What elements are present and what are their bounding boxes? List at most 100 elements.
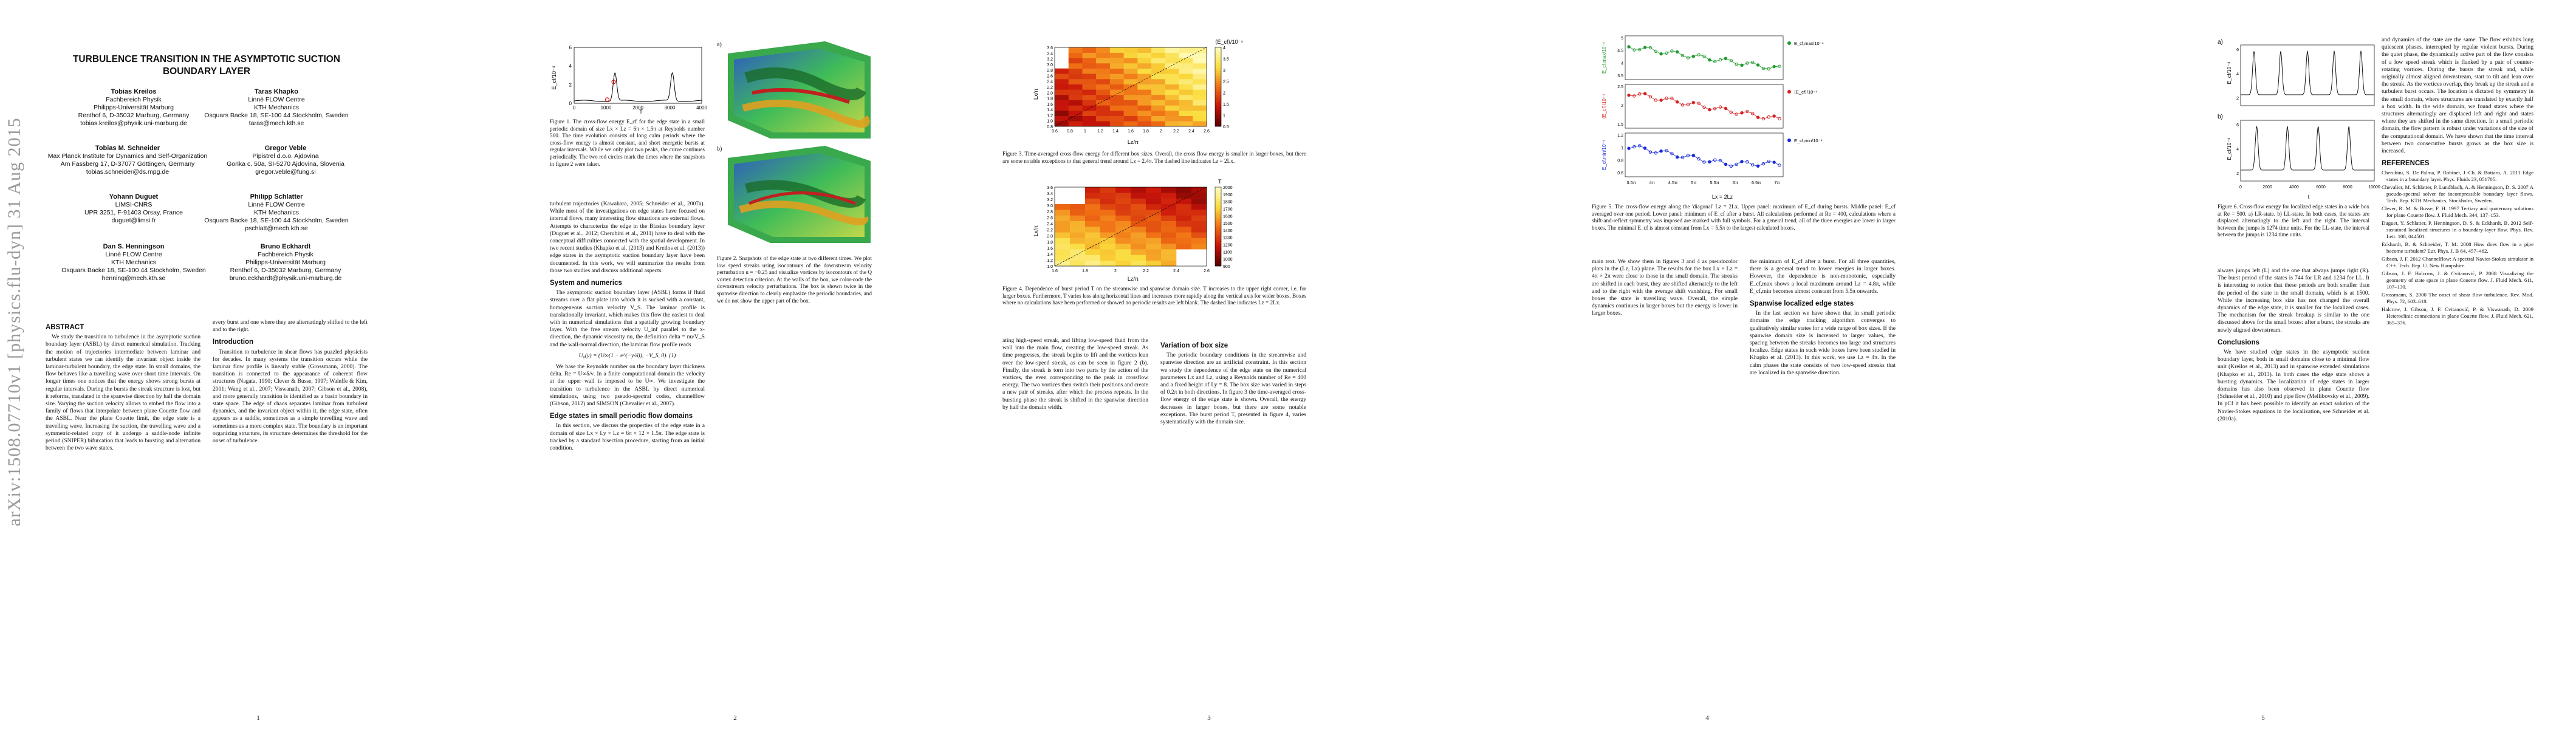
fig3-cell — [1193, 84, 1207, 90]
fig3-cell — [1082, 105, 1097, 111]
fig3-cell — [1096, 89, 1111, 95]
fig3-cell — [1082, 63, 1097, 69]
conclusions-heading: Conclusions — [2218, 338, 2260, 346]
fig4-cbar-step — [1215, 256, 1221, 259]
fig3-cell — [1193, 47, 1207, 53]
fig3-cbar-step — [1215, 71, 1221, 74]
fig3-cbar-tick: 0.5 — [1223, 125, 1229, 129]
fig6-energy-line — [2241, 125, 2374, 171]
fig4-cbar-step — [1215, 224, 1221, 227]
fig4-cell — [1100, 198, 1116, 205]
fig3-cbar-frame — [1214, 47, 1222, 127]
fig4-cell — [1146, 221, 1162, 227]
fig5-ylabel: ⟨E_cf⟩/10⁻⁴ — [1601, 94, 1607, 119]
body-text: turbulent trajectories (Kawahara, 2005; … — [550, 200, 705, 274]
fig3-cbar-step — [1215, 47, 1221, 50]
fig5-panel-frame — [1625, 35, 1784, 80]
fig4-cell — [1161, 198, 1177, 205]
fig3-cell — [1109, 63, 1124, 69]
fig3-xtick: 1.4 — [1112, 129, 1118, 134]
fig3-ytick: 3.0 — [1047, 63, 1053, 67]
fig3-cell — [1068, 68, 1083, 74]
fig3-xtick: 1.2 — [1097, 129, 1103, 134]
fig3-cell — [1109, 68, 1124, 74]
fig4-cell — [1146, 232, 1162, 238]
fig4-cell — [1055, 227, 1070, 233]
fig3-cell — [1137, 47, 1152, 53]
paper-title: TURBULENCE TRANSITION IN THE ASYMPTOTIC … — [72, 54, 341, 77]
fig4-cbar-step — [1215, 191, 1221, 194]
fig4-cbar-tick: 1100 — [1223, 250, 1232, 255]
fig3-cbar-step — [1215, 79, 1221, 81]
fig3-cbar-tick: 2 — [1223, 91, 1225, 95]
fig5-ylabel: E_cf,min/10⁻⁴ — [1601, 139, 1607, 169]
fig4-cell — [1161, 187, 1177, 193]
fig3-cell — [1165, 100, 1179, 106]
fig3-cell — [1193, 100, 1207, 106]
fig4-cell — [1070, 255, 1086, 261]
fig4-ytick: 1.6 — [1047, 247, 1053, 251]
fig4-cell — [1176, 221, 1192, 227]
fig4-cell — [1176, 232, 1192, 238]
page-number: 1 — [256, 714, 260, 722]
fig3-cell — [1123, 74, 1138, 80]
fig3-cell — [1137, 63, 1152, 69]
fig4-cell — [1070, 227, 1086, 233]
fig5-ytick: 3.5 — [1617, 74, 1623, 78]
fig4-cbar-frame — [1214, 187, 1222, 267]
fig3-cell — [1151, 63, 1166, 69]
fig4-cbar-tick: 1000 — [1223, 258, 1233, 262]
fig4-cbar-step — [1215, 254, 1221, 257]
fig4-ytick: 3.2 — [1047, 198, 1053, 202]
fig3-cell — [1123, 121, 1138, 127]
arxiv-stamp: arXiv:1508.07710v1 [physics.flu-dyn] 31 … — [4, 117, 24, 527]
fig5-xtick: 4π — [1649, 180, 1655, 185]
figure-6-caption: Figure 6. Cross-flow energy for localize… — [2218, 204, 2369, 238]
fig3-cell — [1179, 100, 1193, 106]
fig4-xtick: 2.4 — [1173, 269, 1179, 273]
fig4-cell — [1115, 204, 1131, 210]
fig3-cell — [1123, 52, 1138, 58]
fig4-cell — [1070, 243, 1086, 250]
fig3-ytick: 2.4 — [1047, 80, 1053, 84]
fig4-cell — [1191, 221, 1207, 227]
fig4-cell — [1070, 249, 1086, 255]
fig6-ytick: 6 — [2236, 48, 2239, 52]
fig6-xtick: 6000 — [2316, 185, 2326, 190]
fig5-xtick: 6π — [1733, 180, 1738, 185]
fig4-cbar-tick: 1500 — [1223, 222, 1233, 226]
fig3-cell — [1096, 95, 1111, 100]
fig5-ytick: 1.5 — [1617, 123, 1623, 127]
fig3-cbar-step — [1215, 51, 1221, 54]
fig3-cell — [1179, 52, 1193, 58]
author-block: Tobias Kreilos Fachbereich Physik Philipps… — [78, 88, 190, 127]
fig1-xtick: 3000 — [665, 105, 676, 111]
fig5-xtick: 5π — [1691, 180, 1696, 185]
fig3-ytick: 2.0 — [1047, 91, 1053, 95]
fig3-ylabel: Lx/π — [1033, 89, 1039, 100]
fig3-cell — [1179, 111, 1193, 116]
fig3-cell — [1068, 74, 1083, 80]
fig5-ytick: 4 — [1621, 61, 1623, 66]
fig3-cell — [1096, 52, 1111, 58]
fig3-cbar-step — [1215, 53, 1221, 56]
fig4-cell — [1191, 227, 1207, 233]
author-block: Gregor Veble Pipistrel d.o.o. Ajdovina Gor… — [227, 145, 344, 176]
fig4-cell — [1161, 210, 1177, 216]
fig4-xtick: 2.6 — [1204, 269, 1210, 273]
fig4-ytick: 2.2 — [1047, 228, 1053, 233]
fig3-xtick: 0.6 — [1052, 129, 1058, 134]
fig4-cell — [1146, 198, 1162, 205]
fig4-cell — [1161, 249, 1177, 255]
fig3-cell — [1096, 79, 1111, 84]
fig4-cell — [1100, 255, 1116, 261]
fig5-point — [1778, 117, 1781, 121]
fig4-cbar-step — [1215, 230, 1221, 233]
fig3-cell — [1137, 111, 1152, 116]
fig3-cell — [1151, 74, 1166, 80]
fig3-cell — [1137, 105, 1152, 111]
fig3-cell — [1193, 58, 1207, 64]
fig4-cbar-tick: 1600 — [1223, 214, 1233, 219]
fig3-cell — [1109, 84, 1124, 90]
fig4-cell — [1146, 255, 1162, 261]
